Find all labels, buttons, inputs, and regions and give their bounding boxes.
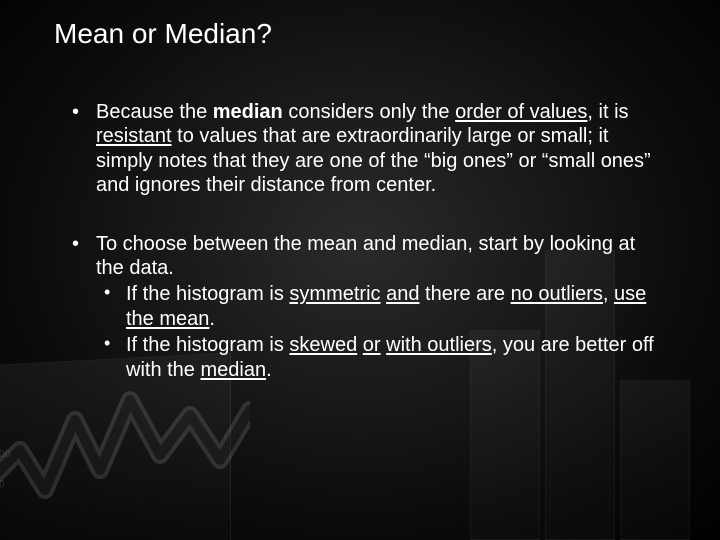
bullet-1: Because the median considers only the or… [70, 100, 660, 198]
text: If the histogram is [126, 334, 289, 356]
text-underline: with outliers [386, 334, 492, 356]
text-underline: and [386, 283, 419, 305]
sub-bullet-2: If the histogram is skewed or with outli… [100, 333, 660, 382]
sub-bullet-list: If the histogram is symmetric and there … [100, 282, 660, 382]
text: there are [419, 283, 510, 305]
text: Because the [96, 101, 213, 123]
text-underline: median [200, 359, 266, 381]
slide-title: Mean or Median? [54, 18, 272, 50]
bullet-2: To choose between the mean and median, s… [70, 232, 660, 382]
text: , [603, 283, 614, 305]
bullet-list: Because the median considers only the or… [70, 100, 660, 382]
sub-bullet-1: If the histogram is symmetric and there … [100, 282, 660, 331]
text: . [209, 308, 215, 330]
text-underline: no outliers [511, 283, 603, 305]
text: . [266, 359, 272, 381]
text-underline: order of values [455, 101, 587, 123]
text-underline: symmetric [289, 283, 380, 305]
text: , it is [587, 101, 628, 123]
text: to values that are extraordinarily large… [96, 125, 651, 196]
slide-body: Because the median considers only the or… [70, 100, 660, 416]
text: To choose between the mean and median, s… [96, 233, 635, 279]
text-bold: median [213, 101, 283, 123]
text: considers only the [283, 101, 455, 123]
text-underline: resistant [96, 125, 172, 147]
text: If the histogram is [126, 283, 289, 305]
slide: 1000500 Mean or Median? Because the medi… [0, 0, 720, 540]
text-underline: skewed [289, 334, 357, 356]
text-underline: or [363, 334, 381, 356]
